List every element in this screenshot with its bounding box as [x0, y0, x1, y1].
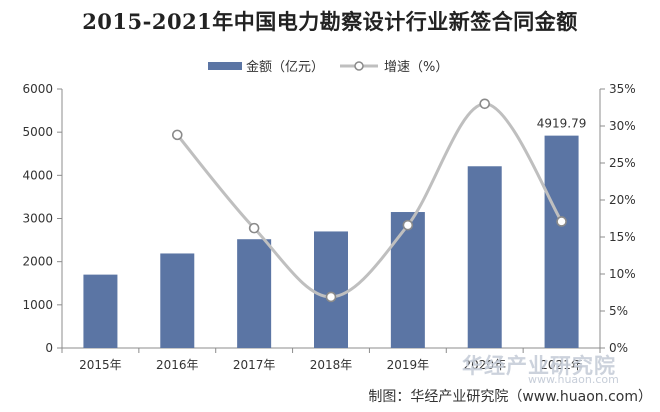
growth-point-2017年 — [248, 222, 260, 234]
y-left-tick-label: 6000 — [22, 82, 53, 96]
chart-title: 2015-2021年中国电力勘察设计行业新签合同金额 — [82, 9, 578, 34]
y-left-tick-label: 2000 — [22, 255, 53, 269]
legend-line-label: 增速（%） — [384, 60, 448, 75]
bar-2019年 — [390, 212, 425, 348]
bar-2020年 — [467, 166, 502, 348]
bar-2017年 — [237, 239, 272, 348]
y-right-tick-label: 20% — [609, 193, 636, 207]
x-tick-label: 2020年 — [463, 358, 506, 372]
watermark-url: www.huaon.com — [528, 373, 619, 386]
x-tick-label: 2016年 — [156, 358, 199, 372]
x-tick-label: 2019年 — [387, 358, 430, 372]
growth-point-2016年 — [171, 129, 183, 141]
y-right-tick-label: 15% — [609, 230, 636, 244]
x-tick-label: 2018年 — [310, 358, 353, 372]
y-right-tick-label: 30% — [609, 119, 636, 133]
y-right-tick-label: 35% — [609, 82, 636, 96]
y-right-tick-label: 25% — [609, 156, 636, 170]
bar-2021年 — [544, 135, 579, 348]
growth-point-2020年 — [479, 98, 491, 110]
growth-point-2021年 — [556, 216, 567, 227]
legend-bar-label: 金额（亿元） — [246, 59, 324, 75]
source-credit: 制图：华经产业研究院（www.huaon.com） — [368, 389, 652, 405]
x-tick-label: 2015年 — [79, 358, 122, 372]
y-right-tick-label: 10% — [609, 267, 636, 281]
bar-2016年 — [160, 253, 195, 348]
legend-line-marker — [354, 61, 364, 71]
y-left-tick-label: 1000 — [22, 298, 53, 312]
y-right-tick-label: 5% — [609, 304, 628, 318]
bar-2015年 — [83, 274, 118, 348]
y-left-tick-label: 5000 — [22, 125, 53, 139]
legend-bar-swatch — [208, 62, 242, 70]
y-left-tick-label: 4000 — [22, 168, 53, 182]
x-tick-label: 2017年 — [233, 358, 276, 372]
bar-2018年 — [314, 231, 348, 348]
y-right-tick-label: 0% — [609, 341, 628, 355]
watermark: 华经产业研究院 — [462, 354, 616, 378]
data-label: 4919.79 — [537, 117, 587, 131]
y-left-tick-label: 0 — [45, 341, 53, 355]
growth-point-2018年 — [325, 291, 337, 303]
x-tick-label: 2021年 — [540, 358, 583, 372]
growth-rate-line — [176, 102, 563, 299]
growth-point-2019年 — [402, 219, 414, 231]
y-left-tick-label: 3000 — [22, 212, 53, 226]
